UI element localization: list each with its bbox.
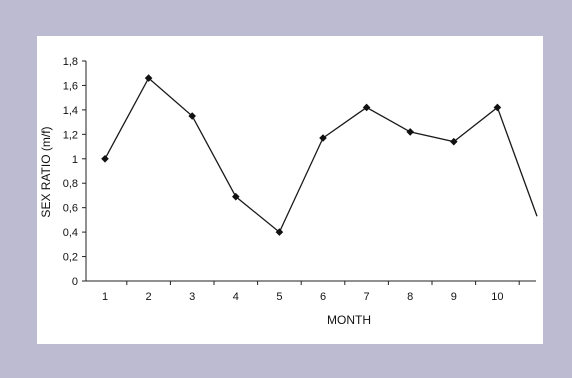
x-tick-label: 6	[320, 291, 326, 303]
data-point-marker	[493, 103, 502, 112]
x-tick-labels: 1 2 3 4 5 6 7 8 9 10	[102, 291, 504, 303]
y-tick-label: 1,2	[63, 129, 78, 141]
x-tick-label: 4	[233, 291, 239, 303]
data-point-marker	[275, 228, 284, 236]
axes	[85, 61, 536, 282]
series-markers	[101, 74, 502, 236]
y-tick-label: 1,4	[63, 105, 78, 117]
y-tick-label: 0,6	[63, 203, 78, 215]
y-tick-label: 1,8	[63, 56, 78, 68]
y-tick-label: 1	[72, 154, 78, 166]
data-point-marker	[232, 192, 240, 201]
y-axis-title: SEX RATIO (m/f)	[39, 126, 53, 217]
data-point-marker	[450, 137, 458, 146]
x-tick-label: 10	[491, 291, 503, 303]
series-line-path	[104, 77, 538, 234]
y-tick-label: 0,4	[63, 227, 78, 239]
tick-marks	[82, 60, 520, 285]
x-tick-label: 2	[146, 291, 152, 303]
x-tick-label: 8	[407, 291, 413, 303]
data-point-marker	[188, 112, 196, 120]
x-axis-title: MONTH	[327, 313, 371, 327]
x-tick-label: 1	[102, 291, 108, 303]
data-point-marker	[362, 103, 371, 112]
x-tick-label: 3	[189, 291, 195, 303]
data-point-marker	[101, 154, 109, 163]
x-tick-label: 5	[276, 291, 282, 303]
series-line	[104, 77, 538, 234]
y-tick-label: 0,8	[63, 178, 78, 190]
y-tick-label: 1,6	[63, 80, 78, 92]
data-point-marker	[144, 74, 153, 82]
data-point-marker	[406, 128, 414, 136]
chart-panel	[37, 36, 543, 344]
x-tick-label: 9	[451, 291, 457, 303]
data-point-marker	[319, 134, 327, 142]
y-tick-label: 0	[72, 276, 78, 288]
y-tick-label: 0,2	[63, 252, 78, 264]
x-tick-label: 7	[364, 291, 370, 303]
y-tick-labels: 0 0,2 0,4 0,6 0,8 1 1,2 1,4 1,6 1,8	[63, 56, 78, 288]
